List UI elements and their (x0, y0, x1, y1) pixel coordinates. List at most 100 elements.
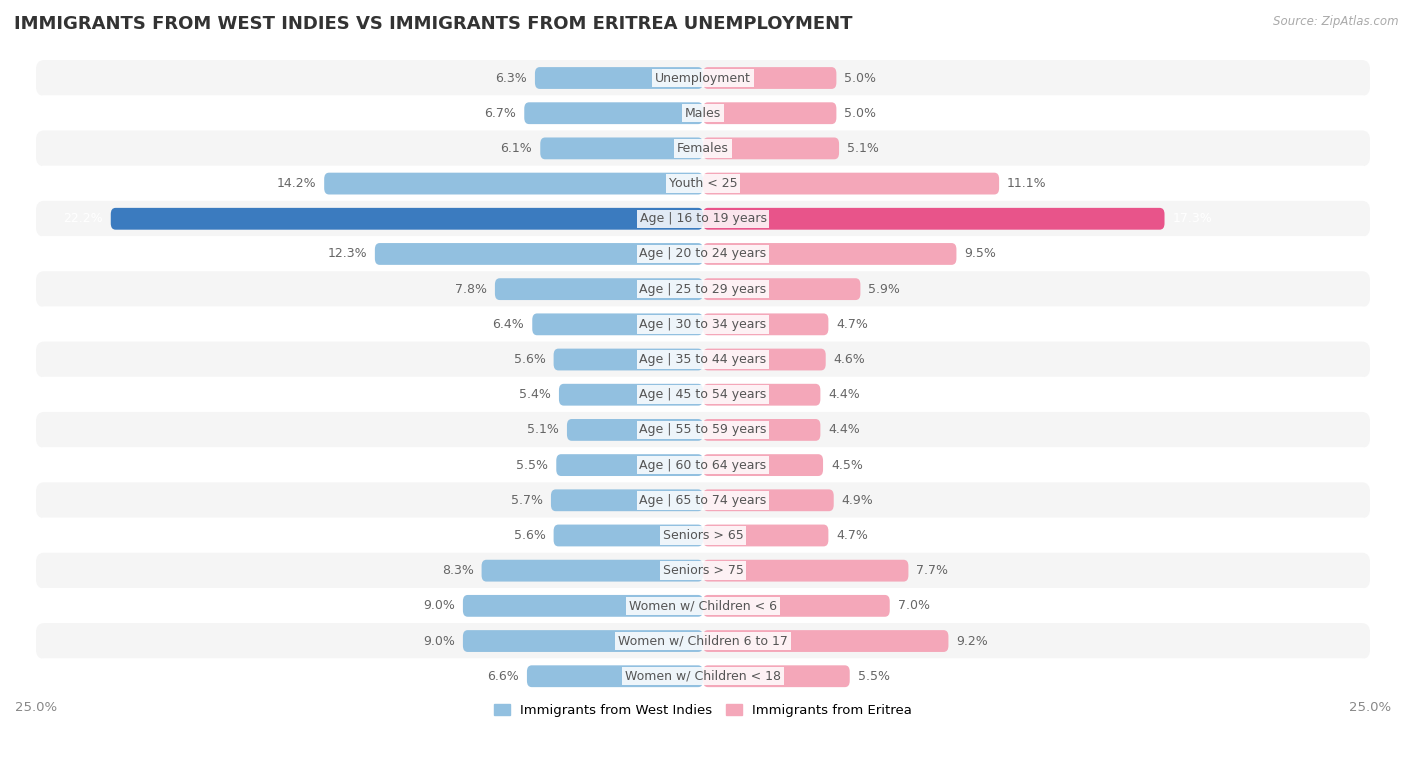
Text: Source: ZipAtlas.com: Source: ZipAtlas.com (1274, 15, 1399, 28)
Text: Age | 30 to 34 years: Age | 30 to 34 years (640, 318, 766, 331)
Text: Age | 20 to 24 years: Age | 20 to 24 years (640, 248, 766, 260)
FancyBboxPatch shape (524, 102, 703, 124)
FancyBboxPatch shape (703, 102, 837, 124)
FancyBboxPatch shape (703, 454, 823, 476)
Text: Females: Females (678, 142, 728, 155)
Text: 11.1%: 11.1% (1007, 177, 1046, 190)
Text: 5.0%: 5.0% (845, 107, 876, 120)
Text: IMMIGRANTS FROM WEST INDIES VS IMMIGRANTS FROM ERITREA UNEMPLOYMENT: IMMIGRANTS FROM WEST INDIES VS IMMIGRANT… (14, 15, 852, 33)
FancyBboxPatch shape (527, 665, 703, 687)
FancyBboxPatch shape (35, 623, 1371, 659)
Text: Women w/ Children < 18: Women w/ Children < 18 (626, 670, 780, 683)
Text: Age | 65 to 74 years: Age | 65 to 74 years (640, 494, 766, 506)
Text: 7.0%: 7.0% (898, 600, 929, 612)
Text: Seniors > 75: Seniors > 75 (662, 564, 744, 577)
Text: 4.5%: 4.5% (831, 459, 863, 472)
FancyBboxPatch shape (554, 525, 703, 547)
Text: 4.4%: 4.4% (828, 388, 860, 401)
FancyBboxPatch shape (703, 595, 890, 617)
Text: 5.4%: 5.4% (519, 388, 551, 401)
Text: 5.1%: 5.1% (846, 142, 879, 155)
Text: 5.1%: 5.1% (527, 423, 560, 436)
Text: 5.0%: 5.0% (845, 71, 876, 85)
Text: 5.6%: 5.6% (513, 529, 546, 542)
Text: 9.2%: 9.2% (956, 634, 988, 647)
Text: 6.7%: 6.7% (485, 107, 516, 120)
FancyBboxPatch shape (551, 489, 703, 511)
FancyBboxPatch shape (703, 419, 820, 441)
FancyBboxPatch shape (463, 630, 703, 652)
Text: Age | 16 to 19 years: Age | 16 to 19 years (640, 212, 766, 226)
FancyBboxPatch shape (35, 341, 1371, 378)
Text: Age | 25 to 29 years: Age | 25 to 29 years (640, 282, 766, 296)
FancyBboxPatch shape (495, 279, 703, 300)
FancyBboxPatch shape (703, 665, 849, 687)
FancyBboxPatch shape (375, 243, 703, 265)
Text: Age | 35 to 44 years: Age | 35 to 44 years (640, 353, 766, 366)
Text: 9.0%: 9.0% (423, 600, 456, 612)
FancyBboxPatch shape (482, 559, 703, 581)
FancyBboxPatch shape (35, 588, 1371, 624)
FancyBboxPatch shape (534, 67, 703, 89)
FancyBboxPatch shape (540, 138, 703, 159)
FancyBboxPatch shape (703, 559, 908, 581)
Text: 5.9%: 5.9% (869, 282, 900, 296)
Text: 6.3%: 6.3% (495, 71, 527, 85)
Text: 4.4%: 4.4% (828, 423, 860, 436)
FancyBboxPatch shape (35, 377, 1371, 413)
FancyBboxPatch shape (557, 454, 703, 476)
FancyBboxPatch shape (35, 201, 1371, 237)
Text: Youth < 25: Youth < 25 (669, 177, 737, 190)
FancyBboxPatch shape (35, 307, 1371, 342)
FancyBboxPatch shape (703, 384, 820, 406)
Text: Age | 60 to 64 years: Age | 60 to 64 years (640, 459, 766, 472)
FancyBboxPatch shape (554, 349, 703, 370)
FancyBboxPatch shape (463, 595, 703, 617)
Text: Women w/ Children < 6: Women w/ Children < 6 (628, 600, 778, 612)
Text: 5.5%: 5.5% (858, 670, 890, 683)
Text: 4.7%: 4.7% (837, 318, 869, 331)
FancyBboxPatch shape (35, 553, 1371, 589)
FancyBboxPatch shape (703, 313, 828, 335)
Text: 4.7%: 4.7% (837, 529, 869, 542)
Text: 9.5%: 9.5% (965, 248, 997, 260)
Text: Unemployment: Unemployment (655, 71, 751, 85)
FancyBboxPatch shape (35, 130, 1371, 167)
FancyBboxPatch shape (560, 384, 703, 406)
Text: Males: Males (685, 107, 721, 120)
Text: 7.7%: 7.7% (917, 564, 949, 577)
FancyBboxPatch shape (35, 659, 1371, 694)
FancyBboxPatch shape (35, 271, 1371, 307)
FancyBboxPatch shape (35, 518, 1371, 553)
Text: Seniors > 65: Seniors > 65 (662, 529, 744, 542)
FancyBboxPatch shape (35, 482, 1371, 519)
Text: Age | 55 to 59 years: Age | 55 to 59 years (640, 423, 766, 436)
FancyBboxPatch shape (35, 236, 1371, 272)
FancyBboxPatch shape (703, 279, 860, 300)
Text: Age | 45 to 54 years: Age | 45 to 54 years (640, 388, 766, 401)
FancyBboxPatch shape (35, 412, 1371, 448)
FancyBboxPatch shape (703, 208, 1164, 229)
Text: 4.6%: 4.6% (834, 353, 866, 366)
FancyBboxPatch shape (35, 60, 1371, 96)
Text: 6.1%: 6.1% (501, 142, 533, 155)
FancyBboxPatch shape (703, 489, 834, 511)
FancyBboxPatch shape (111, 208, 703, 229)
FancyBboxPatch shape (533, 313, 703, 335)
FancyBboxPatch shape (703, 630, 949, 652)
FancyBboxPatch shape (35, 166, 1371, 201)
Text: Women w/ Children 6 to 17: Women w/ Children 6 to 17 (619, 634, 787, 647)
FancyBboxPatch shape (703, 67, 837, 89)
FancyBboxPatch shape (35, 447, 1371, 483)
FancyBboxPatch shape (567, 419, 703, 441)
Text: 6.6%: 6.6% (486, 670, 519, 683)
Text: 5.6%: 5.6% (513, 353, 546, 366)
FancyBboxPatch shape (703, 349, 825, 370)
Text: 4.9%: 4.9% (842, 494, 873, 506)
FancyBboxPatch shape (325, 173, 703, 195)
Text: 12.3%: 12.3% (328, 248, 367, 260)
Text: 7.8%: 7.8% (456, 282, 486, 296)
FancyBboxPatch shape (703, 525, 828, 547)
FancyBboxPatch shape (35, 95, 1371, 131)
FancyBboxPatch shape (703, 243, 956, 265)
